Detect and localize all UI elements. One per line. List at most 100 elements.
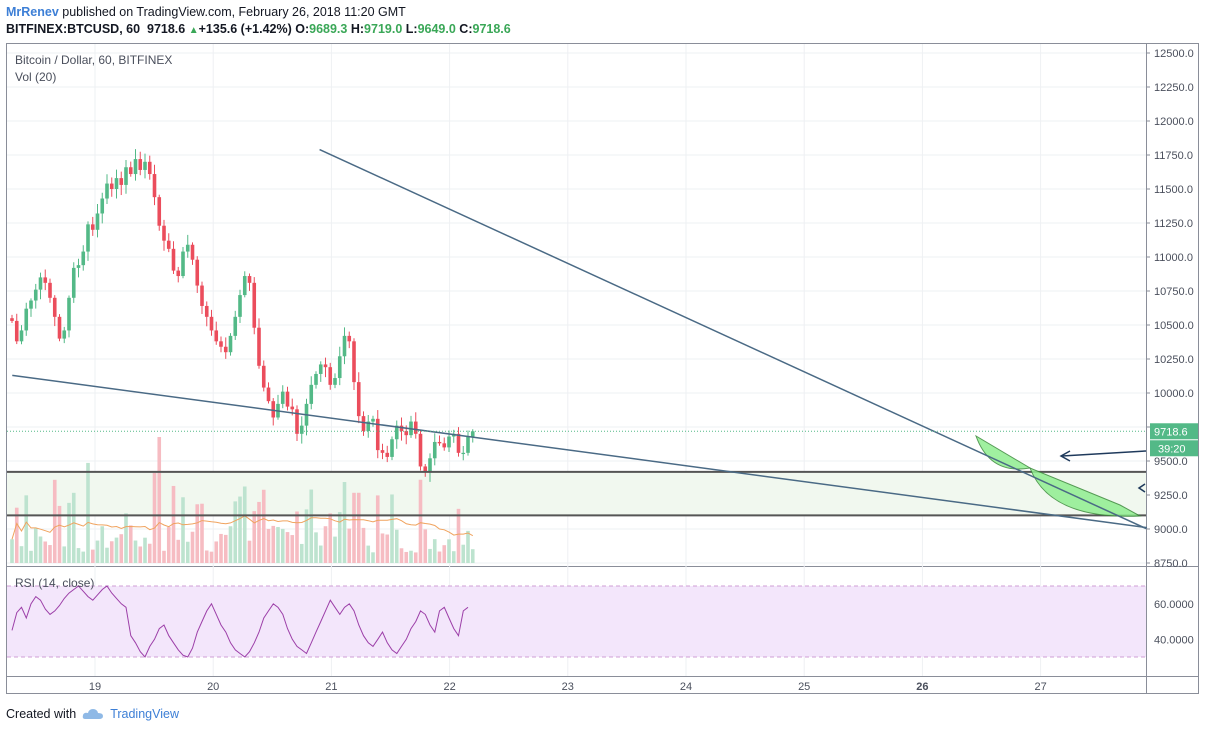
volume-bar <box>385 534 390 563</box>
candle-body <box>447 436 451 448</box>
candle-body <box>29 300 33 309</box>
volume-bar <box>10 539 14 563</box>
price-tick-label: 11000.0 <box>1154 252 1193 264</box>
volume-bar <box>171 485 176 563</box>
candle-body <box>352 341 356 383</box>
volume-bar <box>100 526 105 563</box>
price-scale[interactable] <box>1146 43 1199 694</box>
countdown-label: 39:20 <box>1158 443 1186 455</box>
volume-bar <box>95 540 100 563</box>
volume-bar <box>62 546 67 563</box>
rsi-pane-divider[interactable] <box>6 566 1199 567</box>
volume-bar <box>451 551 456 563</box>
candle-body <box>152 174 157 198</box>
candle-body <box>252 282 257 328</box>
candle-body <box>461 452 466 455</box>
candle-body <box>266 387 271 402</box>
candle-body <box>43 277 48 283</box>
candle-body <box>200 285 204 306</box>
candle-body <box>271 401 276 418</box>
candle-body <box>67 297 71 331</box>
tradingview-logo-icon <box>82 708 104 720</box>
candle-body <box>90 224 95 230</box>
projection-curve <box>975 434 1032 470</box>
volume-bar <box>128 525 133 563</box>
volume-bar <box>247 540 252 563</box>
volume-bar <box>209 551 214 563</box>
rsi-band <box>7 586 1146 657</box>
candle-body <box>86 224 90 252</box>
candle-body <box>147 161 152 175</box>
candle-body <box>280 391 285 404</box>
volume-bar <box>147 543 152 563</box>
arrow-head-icon <box>1137 483 1146 493</box>
candle-body <box>356 382 361 417</box>
candle-body <box>157 197 162 226</box>
time-scale-divider <box>6 676 1199 677</box>
low-label: L: <box>405 22 418 36</box>
time-tick-label: 20 <box>207 681 219 693</box>
close-value: 9718.6 <box>472 22 511 36</box>
volume-bar <box>195 504 200 563</box>
volume-bar <box>176 539 181 563</box>
volume-bar <box>371 552 375 563</box>
publish-info: published on TradingView.com, February 2… <box>62 5 406 19</box>
last-value: 9718.6 <box>147 22 186 36</box>
candle-body <box>81 251 86 266</box>
volume-bar <box>290 535 295 563</box>
volume-bar <box>157 437 162 563</box>
candle-body <box>432 441 437 459</box>
volume-bar <box>328 513 333 563</box>
price-tick-label: 11750.0 <box>1154 150 1193 162</box>
candle-body <box>418 433 423 467</box>
price-tick-label: 11250.0 <box>1154 218 1193 230</box>
volume-bar <box>200 503 204 563</box>
volume-bar <box>318 545 323 563</box>
candle-body <box>299 425 304 434</box>
volume-bar <box>204 550 209 563</box>
candle-body <box>204 305 209 317</box>
candle-body <box>290 406 295 410</box>
author-link[interactable]: MrRenev <box>6 5 59 19</box>
open-label: O: <box>295 22 310 36</box>
candle-body <box>124 167 128 185</box>
support-zone <box>7 471 1146 516</box>
price-tick-label: 10750.0 <box>1154 286 1194 298</box>
symbol-label: BITFINEX:BTCUSD, 60 <box>6 22 141 36</box>
volume-bar <box>166 527 171 563</box>
volume-bar <box>309 489 314 563</box>
candle-body <box>342 335 347 357</box>
ohlc-bar: BITFINEX:BTCUSD, 60 9718.6 ▲+135.6 (+1.4… <box>6 22 511 36</box>
volume-bar <box>271 525 276 563</box>
candle-body <box>219 341 223 347</box>
volume-bar <box>90 549 95 563</box>
tradingview-link[interactable]: TradingView <box>110 707 179 721</box>
candle-body <box>375 418 380 451</box>
price-tick-label: 9000.0 <box>1154 524 1188 536</box>
countdown-badge <box>1150 440 1198 457</box>
candle-body <box>366 421 371 432</box>
candle-body <box>105 183 109 199</box>
volume-bar <box>143 537 147 563</box>
volume-bar <box>361 527 366 563</box>
candle-body <box>138 159 143 170</box>
volume-bar <box>86 462 90 563</box>
volume-bar <box>252 511 257 563</box>
candle-body <box>361 416 366 432</box>
volume-bar <box>105 547 109 563</box>
volume-bar <box>447 539 451 563</box>
candle-body <box>48 282 52 298</box>
candle-body <box>285 391 290 407</box>
candle-body <box>404 431 409 436</box>
volume-bar <box>323 526 328 563</box>
volume-bar <box>409 550 413 563</box>
volume-bar <box>48 545 52 563</box>
volume-bar <box>404 551 409 563</box>
candle-body <box>114 178 119 189</box>
candle-body <box>261 365 266 388</box>
volume-bar <box>413 552 418 563</box>
footer: Created with TradingView <box>6 706 179 721</box>
volume-bar <box>394 529 399 563</box>
time-tick-label: 22 <box>443 681 455 693</box>
